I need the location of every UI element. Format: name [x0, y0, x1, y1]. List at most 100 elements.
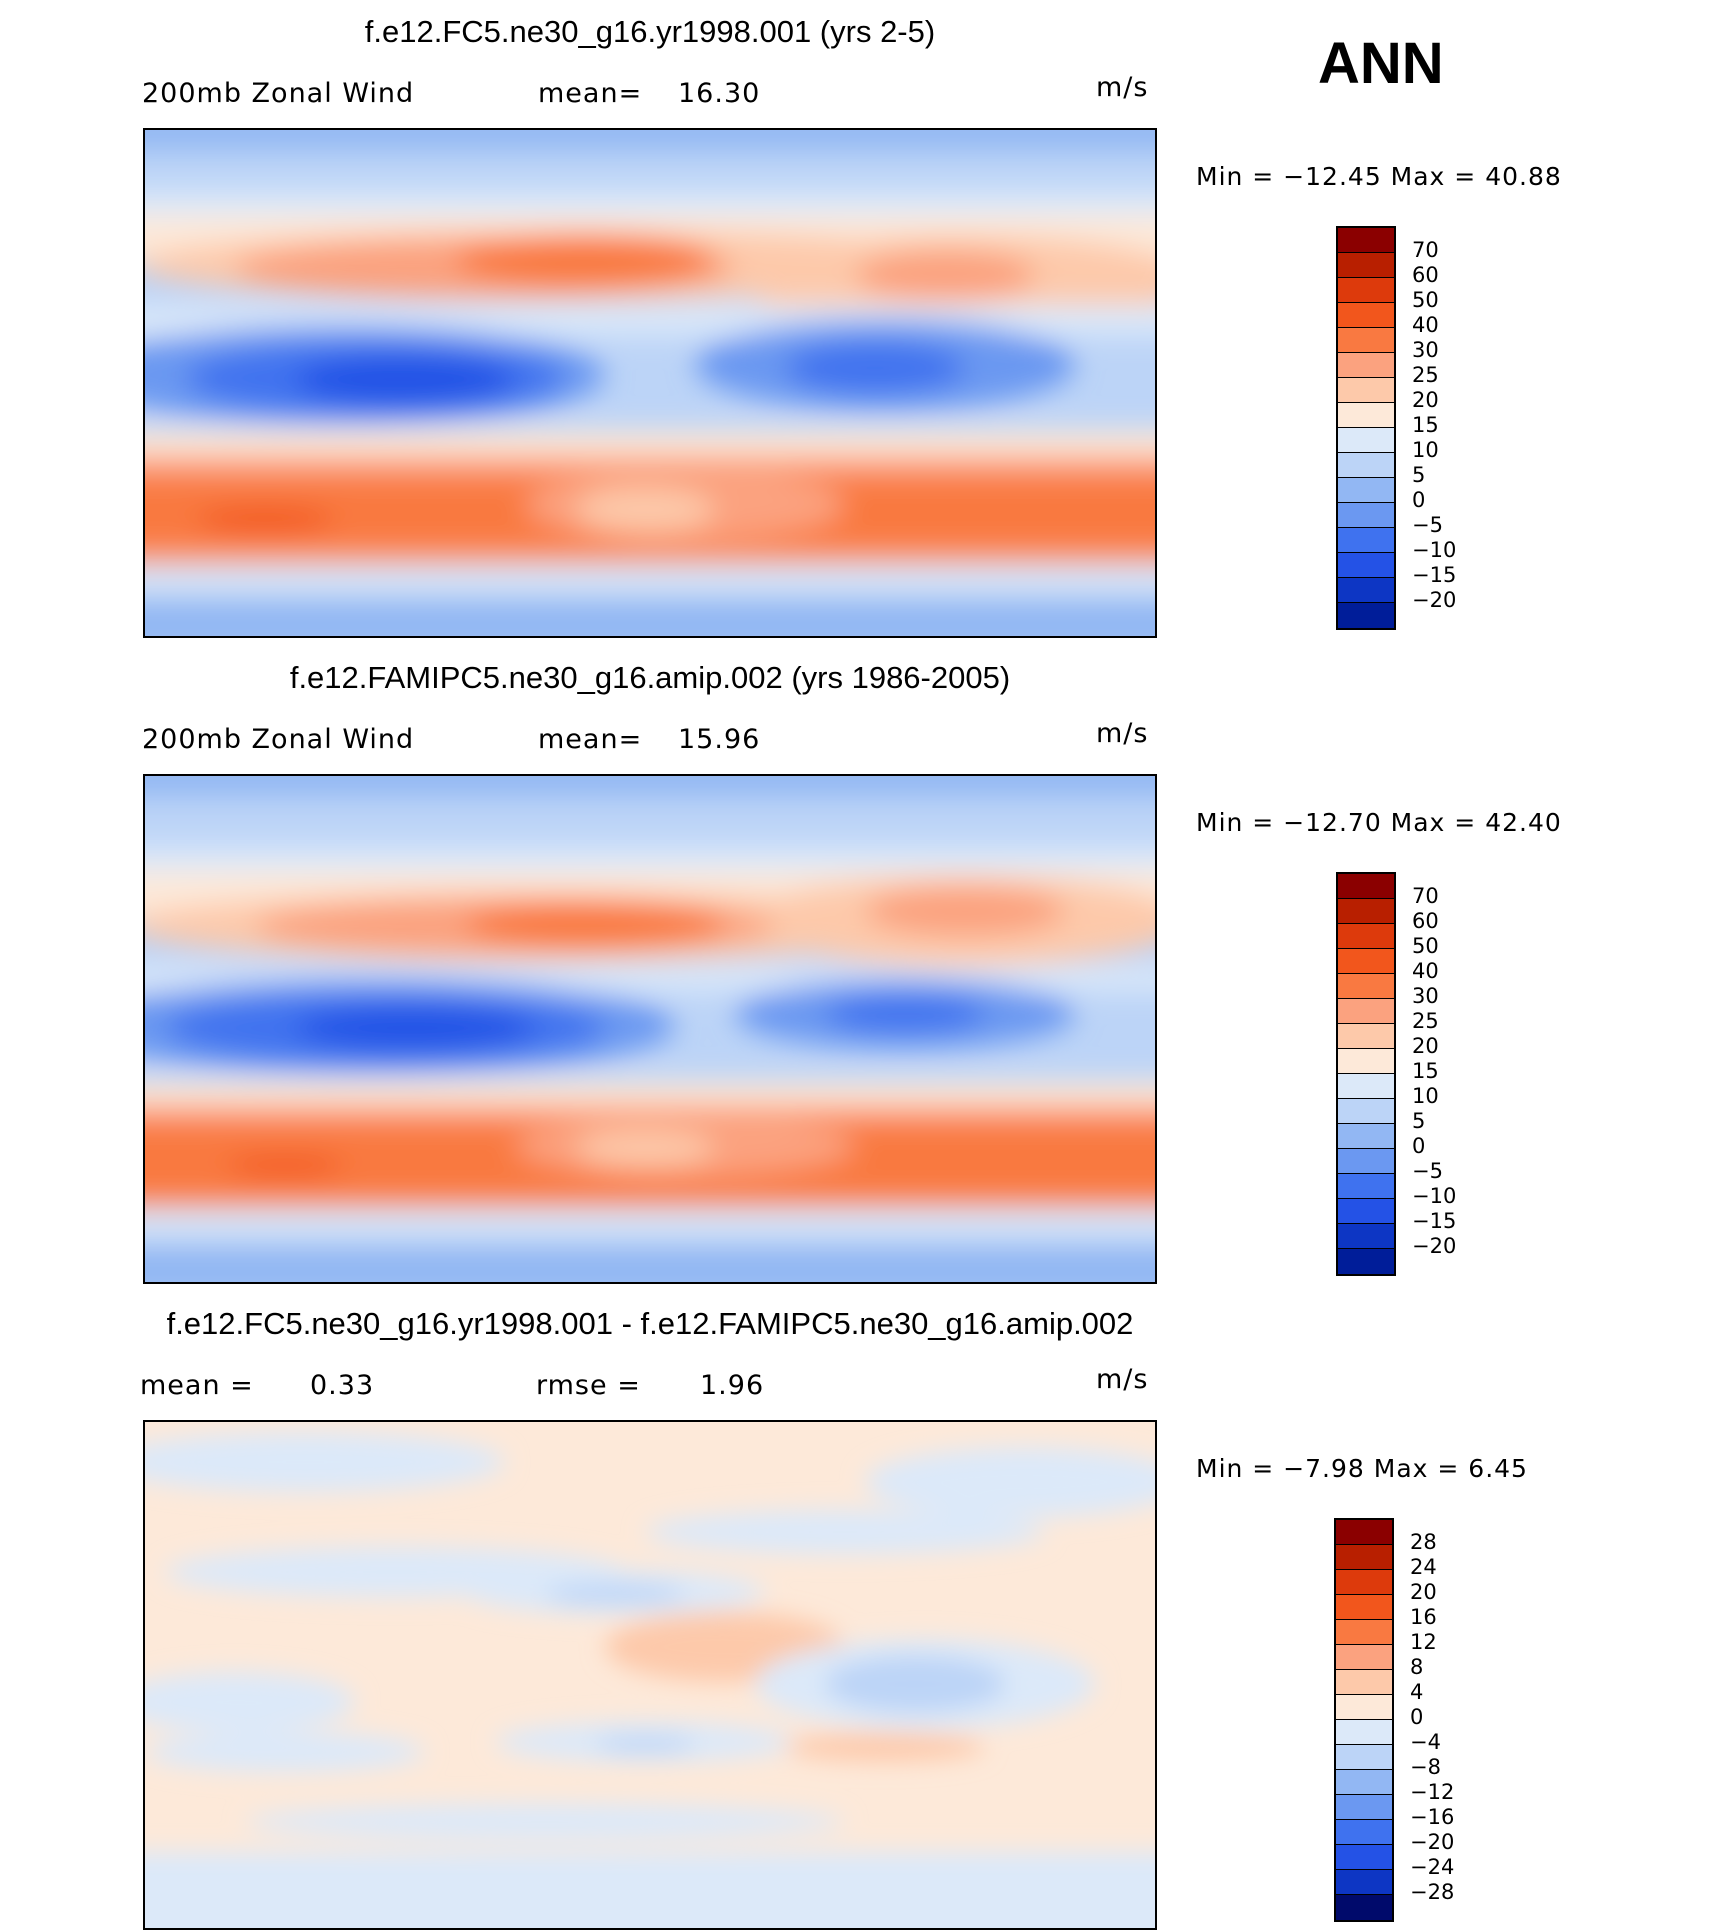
colorbar-tick-label: 70 [1412, 238, 1439, 262]
panel-2-mean-label: mean= [538, 724, 643, 755]
colorbar-tick-label: 20 [1412, 388, 1439, 412]
colorbar-swatch [1336, 1695, 1392, 1720]
colorbar-tick-label: 10 [1412, 438, 1439, 462]
colorbar-tick-label: −10 [1412, 1184, 1457, 1208]
colorbar-swatch [1338, 578, 1394, 603]
colorbar-swatch [1338, 328, 1394, 353]
panel-2-map [143, 774, 1157, 1284]
colorbar-swatch [1338, 453, 1394, 478]
colorbar-swatch [1338, 1024, 1394, 1049]
colorbar-tick-label: 8 [1410, 1655, 1424, 1679]
colorbar-swatch [1338, 924, 1394, 949]
colorbar-tick-label: 16 [1410, 1605, 1437, 1629]
colorbar-tick-label: 0 [1410, 1705, 1424, 1729]
colorbar-swatch [1338, 553, 1394, 578]
colorbar-swatch [1338, 899, 1394, 924]
colorbar-tick-label: 50 [1412, 288, 1439, 312]
colorbar-tick-label: −24 [1410, 1855, 1455, 1879]
colorbar-tick-label: −20 [1412, 588, 1457, 612]
colorbar-swatch [1338, 1174, 1394, 1199]
colorbar-swatch [1338, 503, 1394, 528]
colorbar-tick-label: 30 [1412, 984, 1439, 1008]
colorbar-swatch [1336, 1770, 1392, 1795]
panel-1-title: f.e12.FC5.ne30_g16.yr1998.001 (yrs 2-5) [364, 14, 936, 49]
colorbar-tick-label: 40 [1412, 313, 1439, 337]
colorbar-tick-label: 0 [1412, 488, 1426, 512]
colorbar-tick-label: 25 [1412, 1009, 1439, 1033]
colorbar-tick-label: 5 [1412, 1109, 1426, 1133]
colorbar-swatch [1338, 228, 1394, 253]
panel-3-rmse-label: rmse = [536, 1370, 641, 1401]
panel-3-mean-label: mean = [140, 1370, 254, 1401]
panel-1-colorbar [1336, 226, 1396, 630]
colorbar-swatch [1338, 1074, 1394, 1099]
colorbar-swatch [1336, 1895, 1392, 1920]
colorbar-swatch [1336, 1545, 1392, 1570]
panel-1-variable-label: 200mb Zonal Wind [142, 78, 415, 109]
colorbar-swatch [1338, 999, 1394, 1024]
colorbar-swatch [1338, 1124, 1394, 1149]
colorbar-tick-label: −20 [1410, 1830, 1455, 1854]
colorbar-tick-label: −15 [1412, 1209, 1457, 1233]
colorbar-swatch [1338, 949, 1394, 974]
colorbar-swatch [1336, 1870, 1392, 1895]
colorbar-tick-label: 20 [1410, 1580, 1437, 1604]
panel-1-minmax: Min = −12.45 Max = 40.88 [1196, 162, 1562, 191]
colorbar-swatch [1336, 1570, 1392, 1595]
panel-2-title: f.e12.FAMIPC5.ne30_g16.amip.002 (yrs 198… [289, 660, 1011, 695]
panel-2-colorbar [1336, 872, 1396, 1276]
panel-3-title: f.e12.FC5.ne30_g16.yr1998.001 - f.e12.FA… [166, 1306, 1134, 1341]
colorbar-tick-label: 12 [1410, 1630, 1437, 1654]
colorbar-swatch [1336, 1820, 1392, 1845]
colorbar-swatch [1336, 1645, 1392, 1670]
panel-1-mean-value: 16.30 [678, 78, 761, 109]
colorbar-tick-label: −10 [1412, 538, 1457, 562]
colorbar-tick-label: 15 [1412, 413, 1439, 437]
colorbar-tick-label: 30 [1412, 338, 1439, 362]
colorbar-swatch [1338, 974, 1394, 999]
colorbar-tick-label: 60 [1412, 909, 1439, 933]
colorbar-swatch [1336, 1745, 1392, 1770]
colorbar-tick-label: −15 [1412, 563, 1457, 587]
colorbar-swatch [1338, 1249, 1394, 1274]
colorbar-tick-label: 4 [1410, 1680, 1424, 1704]
colorbar-tick-label: 50 [1412, 934, 1439, 958]
colorbar-swatch [1336, 1520, 1392, 1545]
colorbar-tick-label: 25 [1412, 363, 1439, 387]
colorbar-swatch [1338, 1199, 1394, 1224]
panel-2-field [145, 776, 1155, 1282]
panel-3-mean-value: 0.33 [310, 1370, 375, 1401]
colorbar-tick-label: 70 [1412, 884, 1439, 908]
colorbar-tick-label: −20 [1412, 1234, 1457, 1258]
colorbar-swatch [1336, 1595, 1392, 1620]
colorbar-swatch [1338, 428, 1394, 453]
panel-3-minmax: Min = −7.98 Max = 6.45 [1196, 1454, 1528, 1483]
colorbar-tick-label: −5 [1412, 513, 1443, 537]
colorbar-swatch [1338, 253, 1394, 278]
colorbar-swatch [1336, 1845, 1392, 1870]
panel-2-mean-value: 15.96 [678, 724, 761, 755]
panel-3-rmse-value: 1.96 [700, 1370, 765, 1401]
colorbar-tick-label: 15 [1412, 1059, 1439, 1083]
panel-1-mean-label: mean= [538, 78, 643, 109]
colorbar-tick-label: 40 [1412, 959, 1439, 983]
colorbar-swatch [1338, 1224, 1394, 1249]
panel-1-field [145, 130, 1155, 636]
colorbar-swatch [1338, 874, 1394, 899]
colorbar-tick-label: −12 [1410, 1780, 1455, 1804]
panel-2-units: m/s [1096, 718, 1149, 749]
colorbar-swatch [1338, 403, 1394, 428]
colorbar-tick-label: −5 [1412, 1159, 1443, 1183]
colorbar-tick-label: 20 [1412, 1034, 1439, 1058]
colorbar-tick-label: 5 [1412, 463, 1426, 487]
panel-2-variable-label: 200mb Zonal Wind [142, 724, 415, 755]
colorbar-swatch [1338, 603, 1394, 628]
colorbar-swatch [1336, 1670, 1392, 1695]
colorbar-swatch [1336, 1795, 1392, 1820]
colorbar-tick-label: −16 [1410, 1805, 1455, 1829]
season-label: ANN [1318, 31, 1444, 96]
colorbar-tick-label: 24 [1410, 1555, 1437, 1579]
colorbar-tick-label: 28 [1410, 1530, 1437, 1554]
colorbar-tick-label: 60 [1412, 263, 1439, 287]
colorbar-swatch [1338, 1149, 1394, 1174]
